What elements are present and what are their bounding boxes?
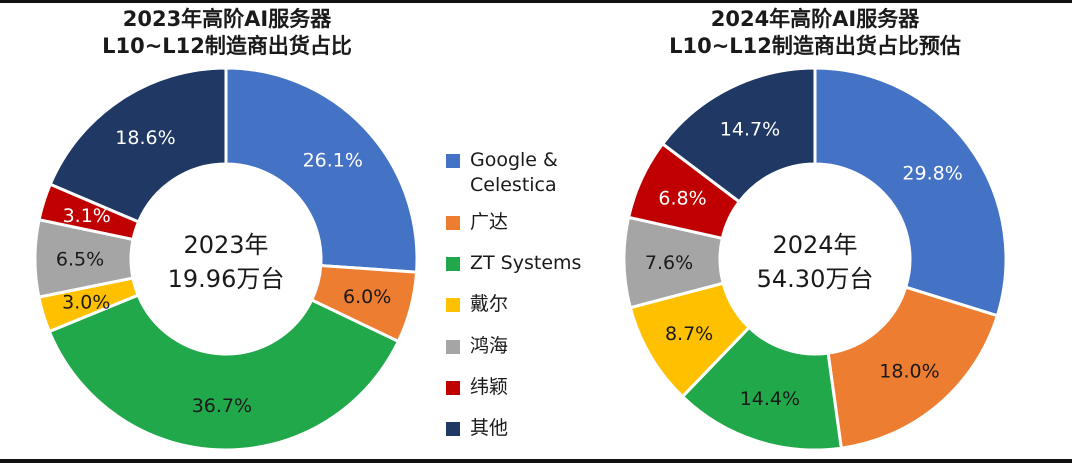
slice-value-label-2024-3: 8.7% [665,323,713,345]
legend-swatch-5 [446,381,460,395]
legend-item-0: Google & Celestica [446,148,620,198]
center-label-year-2024: 2024年 [772,231,857,259]
legend-swatch-4 [446,340,460,354]
slice-value-label-2023-0: 26.1% [303,149,363,171]
chart-title-2023-line1: 2023年高阶AI服务器 [122,7,332,31]
center-label-year-2023: 2023年 [183,231,268,259]
legend-item-3: 戴尔 [446,292,620,317]
donut-chart-2023: 26.1% 6.0% 36.7% 3.0% 6.5% 3.1% 18.6% 2023年 19.9… [33,66,419,452]
legend-item-5: 纬颖 [446,375,620,400]
slice-value-label-2024-6: 14.7% [720,118,780,140]
slice-value-label-2023-4: 6.5% [56,249,104,271]
legend-label-3: 戴尔 [470,293,509,315]
legend-label-6: 其他 [470,417,509,439]
top-border [0,0,1072,3]
slice-value-label-2023-6: 18.6% [115,127,175,149]
slice-value-label-2024-4: 7.6% [645,252,693,274]
legend-label-5: 纬颖 [470,376,509,398]
center-label-volume-2023: 19.96万台 [168,265,285,293]
legend-label-2: ZT Systems [470,252,582,274]
bottom-border [0,459,1072,463]
legend-swatch-0 [446,154,460,168]
chart-title-2024: 2024年高阶AI服务器 L10~L12制造商出货占比预估 [635,6,995,60]
slice-value-label-2024-0: 29.8% [902,162,962,184]
slice-value-label-2023-3: 3.0% [62,291,110,313]
donut-slice-2023-6 [48,66,228,224]
legend-item-2: ZT Systems [446,251,620,276]
slice-value-label-2023-1: 6.0% [343,286,391,308]
chart-title-2023-line2: L10~L12制造商出货占比 [102,34,352,58]
chart-title-2023: 2023年高阶AI服务器 L10~L12制造商出货占比 [47,6,407,60]
chart-title-2024-line1: 2024年高阶AI服务器 [710,7,920,31]
slice-value-label-2024-2: 14.4% [740,388,800,410]
center-label-volume-2024: 54.30万台 [757,265,874,293]
legend-label-0: Google & Celestica [470,149,558,196]
donut-slice-2023-2 [47,293,401,452]
donut-slice-2024-0 [813,66,1008,318]
chart-title-2024-line2: L10~L12制造商出货占比预估 [669,34,961,58]
legend-swatch-1 [446,216,460,230]
legend-label-1: 广达 [470,211,509,233]
donut-slice-2024-1 [826,285,1000,450]
donut-slice-2024-6 [660,66,817,204]
legend-item-1: 广达 [446,210,620,235]
legend-swatch-3 [446,298,460,312]
legend-label-4: 鸿海 [470,335,509,357]
legend-swatch-2 [446,257,460,271]
slice-value-label-2023-2: 36.7% [192,395,252,417]
donut-slice-2024-2 [680,325,844,452]
donut-slice-2023-0 [224,66,419,274]
slice-value-label-2024-1: 18.0% [879,360,939,382]
slice-value-label-2024-5: 6.8% [658,188,706,210]
legend-item-4: 鸿海 [446,334,620,359]
legend-swatch-6 [446,422,460,436]
legend-item-6: 其他 [446,416,620,441]
slice-value-label-2023-5: 3.1% [63,205,111,227]
